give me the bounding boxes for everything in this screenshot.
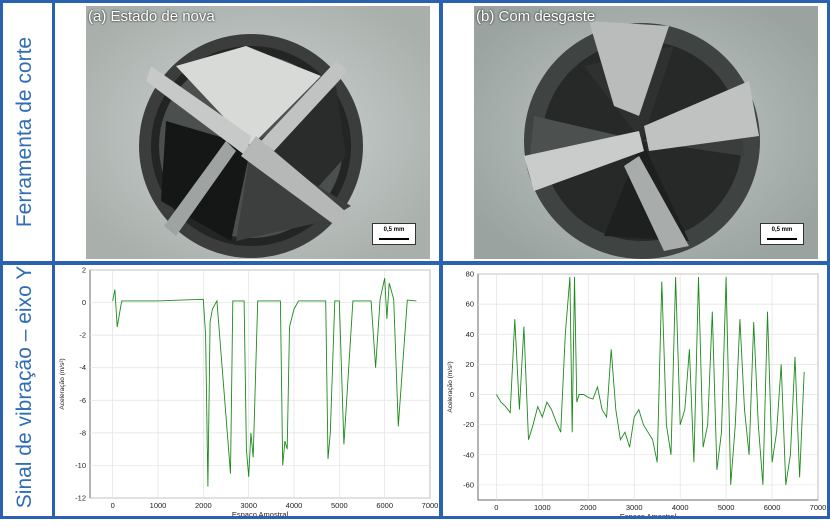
x-tick-label: 5000: [331, 501, 348, 510]
y-tick-label: 2: [82, 266, 86, 275]
row1-label: Ferramenta de corte: [13, 36, 36, 228]
x-tick-label: 2000: [580, 503, 597, 512]
y-tick-label: 0: [82, 298, 86, 307]
y-tick-label: -40: [463, 450, 474, 459]
x-tick-label: 0: [494, 503, 498, 512]
x-tick-label: 1000: [534, 503, 551, 512]
scale-bar-a: 0,5 mm: [372, 223, 416, 245]
x-tick-label: 3000: [240, 501, 257, 510]
y-axis-label: Aceleração (m/s²): [59, 358, 66, 409]
tool-new-image: [86, 6, 430, 259]
photo-b: (b) Com desgaste 0,5 mm: [474, 6, 818, 259]
x-tick-label: 3000: [626, 503, 643, 512]
photo-a-caption: (a) Estado de nova: [88, 8, 215, 25]
series-line: [112, 278, 417, 487]
plot-area: [89, 269, 431, 499]
x-axis-label: Espaço Amostral: [620, 512, 677, 516]
y-tick-label: -60: [463, 480, 474, 489]
plot-area: [477, 273, 819, 501]
row2-label-frame: [0, 262, 52, 519]
x-tick-label: 6000: [764, 503, 781, 512]
scale-bar-b: 0,5 mm: [760, 223, 804, 245]
x-tick-label: 7000: [810, 503, 826, 512]
y-tick-label: -8: [79, 428, 86, 437]
x-tick-label: 2000: [195, 501, 212, 510]
y-tick-label: -4: [79, 363, 86, 372]
series-line: [496, 276, 805, 485]
y-tick-label: 80: [466, 270, 474, 279]
vibration-chart-worn: 0 1000 2000 3000 4000 5000 6000 7000 -60 -40 -20 0 2…: [447, 270, 826, 517]
y-tick-label: -10: [75, 461, 86, 470]
y-tick-label: 40: [466, 330, 474, 339]
x-tick-label: 4000: [286, 501, 303, 510]
y-tick-label: 20: [466, 360, 474, 369]
row2-label: Sinal de vibração – eixo Y: [13, 265, 36, 509]
tool-worn-image: [474, 6, 818, 259]
x-tick-label: 5000: [718, 503, 735, 512]
y-tick-label: -12: [75, 494, 86, 503]
y-tick-label: -6: [79, 396, 86, 405]
y-tick-label: 0: [470, 390, 474, 399]
x-tick-label: 7000: [422, 501, 438, 510]
x-axis-label: Espaço Amostral: [232, 510, 289, 516]
y-tick-label: -2: [79, 331, 86, 340]
y-tick-label: -20: [463, 420, 474, 429]
x-tick-label: 6000: [376, 501, 393, 510]
x-tick-label: 4000: [672, 503, 689, 512]
y-tick-label: 60: [466, 300, 474, 309]
x-tick-label: 0: [111, 501, 115, 510]
chart-b-frame: [440, 262, 830, 519]
x-tick-label: 1000: [150, 501, 167, 510]
y-axis-label: Aceleração (m/s²): [447, 361, 454, 412]
photo-b-caption: (b) Com desgaste: [476, 8, 596, 25]
photo-a: (a) Estado de nova 0,5 mm: [86, 6, 430, 259]
vibration-chart-new: 0 1000 2000 3000 4000 5000 6000 7000 -12 -10 -8 -6 -…: [59, 266, 438, 516]
